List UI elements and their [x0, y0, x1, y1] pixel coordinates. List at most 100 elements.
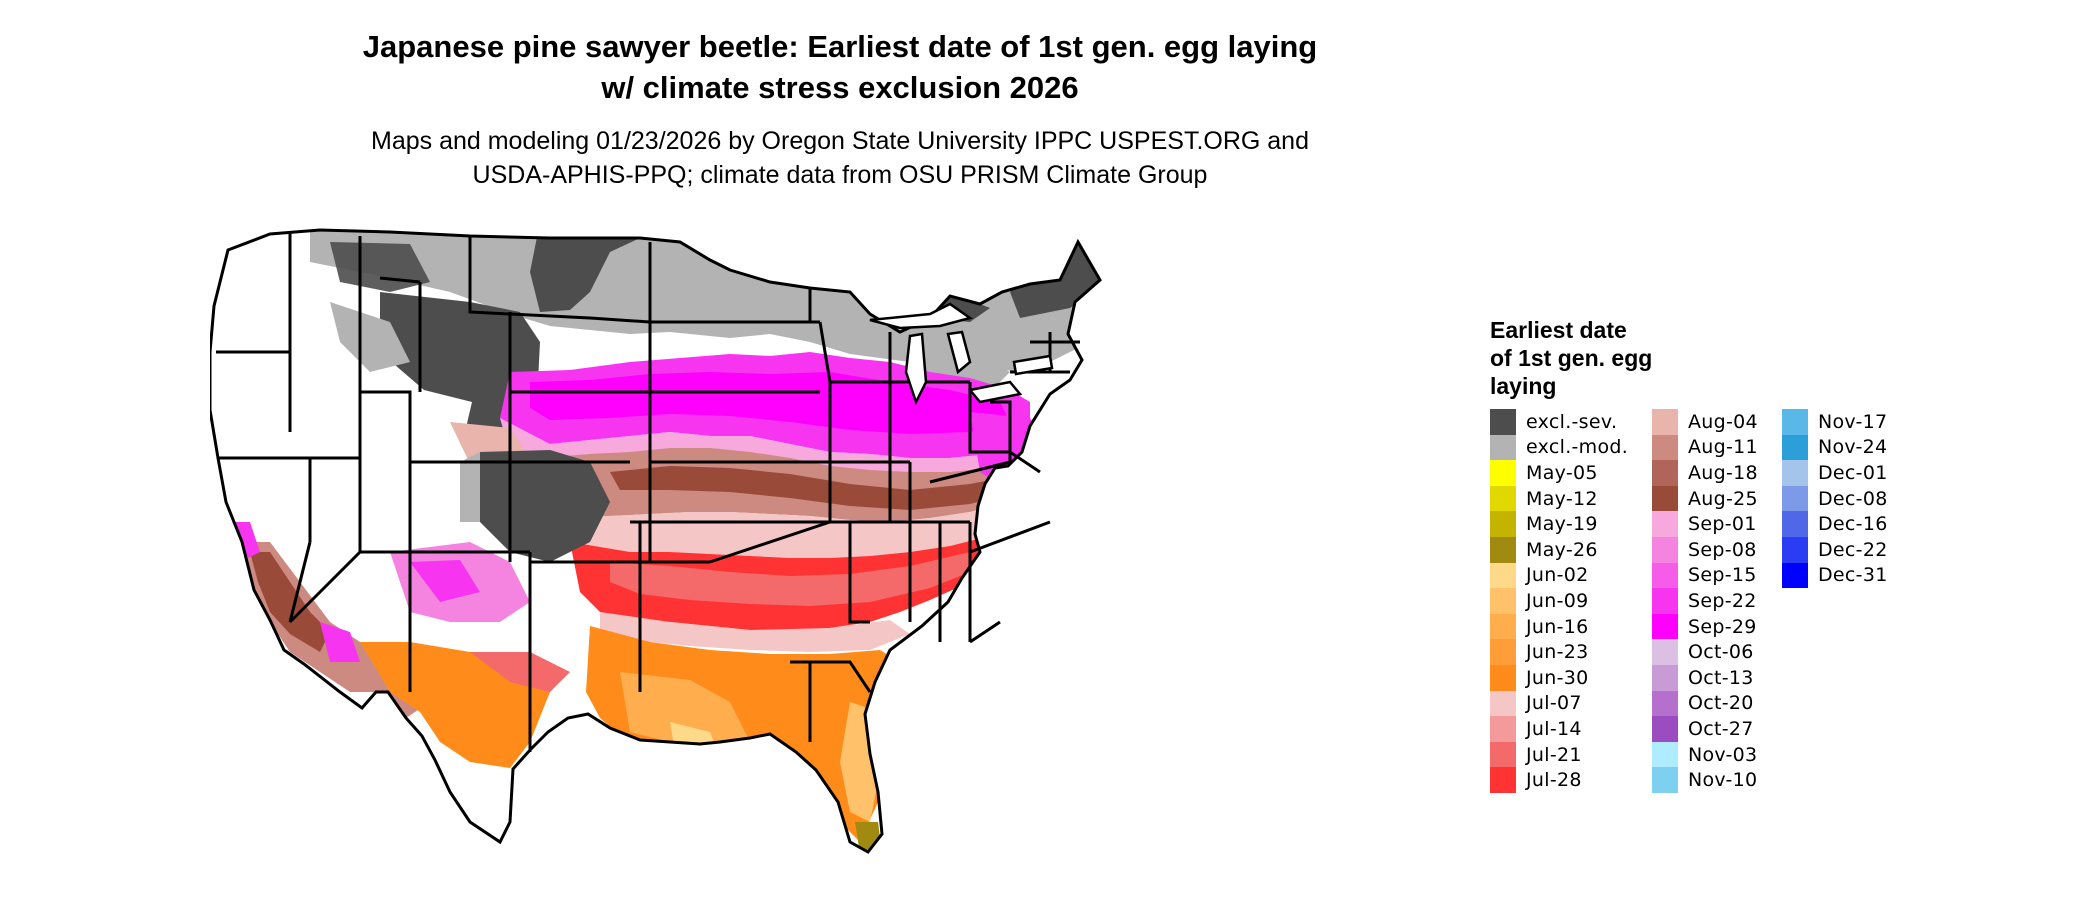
- legend-item: May-26: [1490, 536, 1628, 563]
- legend-item: Dec-08: [1782, 485, 1888, 512]
- legend-label: Jun-23: [1526, 641, 1589, 664]
- legend-swatch: [1652, 716, 1678, 742]
- legend-label: Jun-02: [1526, 564, 1589, 587]
- great-lakes: [869, 302, 1054, 406]
- map-title-line-1: Japanese pine sawyer beetle: Earliest da…: [362, 29, 1318, 64]
- legend-swatch: [1782, 536, 1808, 563]
- legend-swatch: [1490, 536, 1516, 563]
- legend-label: Sep-01: [1688, 513, 1757, 536]
- legend-label: Jul-21: [1526, 743, 1582, 766]
- legend-label: excl.-sev.: [1526, 410, 1618, 433]
- legend-item: excl.-mod.: [1490, 434, 1629, 461]
- legend-item: Nov-10: [1652, 767, 1758, 793]
- legend-column: Aug-04 Aug-11 Aug-18 Aug-25 Sep-01 Sep-08 Sep-…: [1652, 409, 1758, 793]
- legend-item: Dec-31: [1782, 562, 1888, 589]
- legend-swatch: [1652, 434, 1678, 461]
- legend-label: Oct-27: [1688, 717, 1754, 740]
- legend-swatch: [1490, 562, 1516, 589]
- legend-label: May-26: [1526, 538, 1598, 561]
- legend-label: Jul-14: [1526, 717, 1582, 740]
- legend-item: Sep-22: [1652, 588, 1758, 614]
- legend-label: May-12: [1526, 487, 1598, 510]
- legend-item: Oct-06: [1652, 639, 1758, 665]
- legend-item: Nov-24: [1782, 434, 1888, 461]
- legend-swatch: [1652, 485, 1678, 512]
- legend-swatch: [1652, 639, 1678, 665]
- state-boundaries: [210, 228, 1102, 854]
- legend-label: May-05: [1526, 461, 1598, 484]
- legend-column: Nov-17 Nov-24 Dec-01 Dec-08 Dec-16 Dec-22 Dec-…: [1782, 409, 1888, 589]
- legend-swatch: [1652, 588, 1678, 614]
- legend-label: excl.-mod.: [1526, 436, 1629, 459]
- legend-swatch: [1490, 485, 1516, 512]
- legend-swatch: [1490, 741, 1516, 768]
- legend-item: Aug-18: [1652, 460, 1758, 486]
- legend-item: Sep-01: [1652, 511, 1758, 537]
- map-subtitle: Maps and modeling 01/23/2026 by Oregon S…: [300, 124, 1380, 192]
- legend-label: Jul-28: [1526, 769, 1582, 792]
- legend-label: Oct-13: [1688, 666, 1754, 689]
- legend-item: Oct-13: [1652, 664, 1758, 691]
- map-title: Japanese pine sawyer beetle: Earliest da…: [300, 26, 1380, 108]
- legend-label: Dec-31: [1818, 564, 1888, 587]
- legend-swatch: [1490, 613, 1516, 640]
- legend-item: Dec-22: [1782, 536, 1888, 563]
- legend-item: Aug-04: [1652, 409, 1758, 435]
- legend-swatch: [1490, 434, 1516, 461]
- legend-swatch: [1652, 690, 1678, 717]
- legend-swatch: [1652, 536, 1678, 563]
- legend-item: Sep-08: [1652, 536, 1758, 563]
- legend-swatch: [1782, 485, 1808, 512]
- legend-label: Jun-30: [1526, 666, 1589, 689]
- legend-item: Oct-27: [1652, 716, 1758, 742]
- legend-label: Dec-16: [1818, 513, 1888, 536]
- us-phenology-map: [210, 228, 1102, 854]
- legend-swatch: [1782, 511, 1808, 537]
- legend-label: Aug-25: [1688, 487, 1758, 510]
- legend-swatch: [1490, 588, 1516, 614]
- legend-item: Jul-07: [1490, 690, 1628, 717]
- map-title-line-2: w/ climate stress exclusion 2026: [601, 70, 1079, 105]
- legend-swatch: [1652, 511, 1678, 537]
- legend-label: Nov-24: [1818, 436, 1888, 459]
- legend-item: May-05: [1490, 460, 1628, 486]
- legend-item: Dec-16: [1782, 511, 1888, 537]
- legend-swatch: [1652, 664, 1678, 691]
- legend-label: Sep-08: [1688, 538, 1757, 561]
- legend-label: Oct-20: [1688, 692, 1754, 715]
- legend-item: Aug-25: [1652, 485, 1758, 512]
- legend-label: Dec-22: [1818, 538, 1888, 561]
- legend-item: May-19: [1490, 511, 1628, 537]
- legend-swatch: [1652, 460, 1678, 486]
- legend-item: Nov-17: [1782, 409, 1888, 435]
- map-subtitle-line-1: Maps and modeling 01/23/2026 by Oregon S…: [371, 127, 1309, 155]
- legend-label: Sep-15: [1688, 564, 1757, 587]
- legend-swatch: [1652, 767, 1678, 793]
- legend-title: Earliest date of 1st gen. egg laying: [1490, 316, 1730, 400]
- legend-swatch: [1490, 511, 1516, 537]
- legend-swatch: [1782, 409, 1808, 435]
- legend-label: Jun-16: [1526, 615, 1589, 638]
- legend-swatch: [1490, 690, 1516, 717]
- legend-item: Jun-02: [1490, 562, 1628, 589]
- legend-label: Aug-18: [1688, 461, 1758, 484]
- legend-swatch: [1652, 409, 1678, 435]
- map-subtitle-line-2: USDA-APHIS-PPQ; climate data from OSU PR…: [472, 161, 1208, 189]
- legend-label: Sep-29: [1688, 615, 1757, 638]
- legend-item: excl.-sev.: [1490, 409, 1628, 435]
- legend-title-line-1: Earliest date: [1490, 317, 1627, 343]
- legend-label: Nov-17: [1818, 410, 1888, 433]
- legend-item: May-12: [1490, 485, 1628, 512]
- legend-item: Jul-14: [1490, 716, 1628, 742]
- legend-item: Jul-21: [1490, 741, 1628, 768]
- legend-swatch: [1782, 434, 1808, 461]
- legend-swatch: [1652, 613, 1678, 640]
- legend-column: excl.-sev. excl.-mod. May-05 May-12 May-19 Ma…: [1490, 409, 1628, 793]
- legend-swatch: [1782, 460, 1808, 486]
- legend-item: Nov-03: [1652, 741, 1758, 768]
- legend-swatch: [1782, 562, 1808, 589]
- legend-title-line-2: of 1st gen. egg: [1490, 345, 1653, 371]
- legend-item: Dec-01: [1782, 460, 1888, 486]
- legend-label: Nov-10: [1688, 769, 1758, 792]
- legend-label: Aug-11: [1688, 436, 1758, 459]
